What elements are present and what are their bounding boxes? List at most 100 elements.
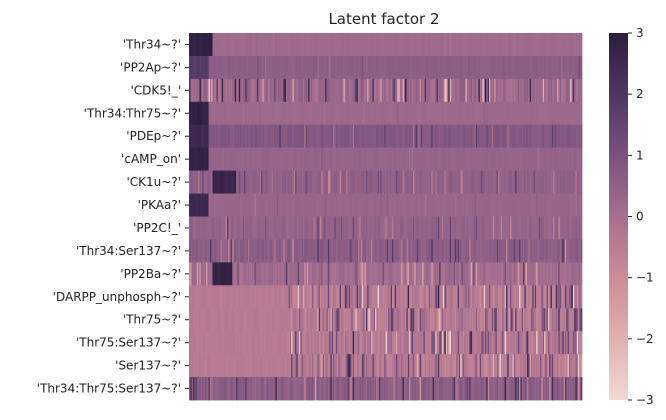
- heatmap-cell: [355, 193, 358, 217]
- heatmap-cell: [561, 55, 563, 80]
- heatmap-cell: [327, 193, 330, 217]
- heatmap-cell: [477, 33, 479, 57]
- heatmap-cell: [365, 78, 368, 103]
- heatmap-cell: [211, 124, 213, 149]
- heatmap-cell: [348, 331, 351, 355]
- heatmap-cell: [318, 377, 321, 401]
- heatmap-cell: [293, 377, 296, 401]
- heatmap-cell: [529, 124, 532, 149]
- heatmap-cell: [289, 78, 292, 103]
- heatmap-cell: [579, 193, 582, 217]
- heatmap-cell: [457, 354, 460, 378]
- heatmap-cell: [524, 354, 527, 378]
- heatmap-cell: [397, 377, 399, 401]
- heatmap-cell: [257, 262, 259, 286]
- heatmap-cell: [189, 33, 191, 57]
- heatmap-cell: [236, 78, 238, 103]
- heatmap-cell: [411, 55, 414, 80]
- heatmap-cell: [488, 308, 491, 332]
- heatmap-cell: [454, 170, 457, 194]
- heatmap-cell: [447, 285, 449, 309]
- heatmap-cell: [346, 262, 348, 286]
- heatmap-cell: [376, 331, 379, 355]
- heatmap-cell: [262, 285, 265, 309]
- heatmap-cell: [477, 262, 479, 286]
- heatmap-cell: [302, 262, 305, 286]
- heatmap-cell: [289, 193, 292, 217]
- heatmap-cell: [364, 147, 367, 172]
- heatmap-cell: [563, 78, 566, 103]
- heatmap-cell: [371, 193, 373, 217]
- heatmap-cell: [410, 308, 413, 332]
- heatmap-cell: [293, 239, 296, 263]
- heatmap-cell: [297, 285, 300, 309]
- heatmap-cell: [270, 285, 272, 309]
- heatmap-cell: [351, 239, 354, 263]
- heatmap-cell: [267, 55, 270, 80]
- heatmap-cell: [237, 124, 240, 149]
- heatmap-cell: [266, 170, 268, 194]
- heatmap-cell: [306, 78, 309, 103]
- heatmap-cell: [452, 331, 455, 355]
- heatmap-cell: [458, 78, 461, 103]
- heatmap-cell: [339, 124, 342, 149]
- heatmap-cell: [206, 216, 208, 240]
- heatmap-cell: [390, 124, 393, 149]
- heatmap-cell: [420, 331, 423, 355]
- heatmap-cell: [285, 262, 288, 286]
- heatmap-cell: [371, 101, 373, 126]
- heatmap-cell: [545, 78, 548, 103]
- heatmap-cell: [302, 78, 305, 103]
- heatmap-cell: [409, 262, 411, 286]
- heatmap-cell: [405, 216, 407, 240]
- heatmap-cell: [385, 147, 388, 172]
- heatmap-cell: [338, 308, 341, 332]
- heatmap-cell: [310, 308, 313, 332]
- heatmap-cell: [529, 239, 532, 263]
- heatmap-cell: [378, 239, 381, 263]
- heatmap-cell: [378, 377, 381, 401]
- heatmap-cell: [212, 285, 215, 309]
- heatmap-cell: [220, 354, 223, 378]
- heatmap-cell: [359, 147, 362, 172]
- heatmap-cell: [287, 193, 289, 217]
- heatmap-cell: [498, 262, 500, 286]
- heatmap-cell: [433, 239, 436, 263]
- heatmap-cell: [448, 78, 451, 103]
- heatmap-cell: [361, 285, 364, 309]
- heatmap-cell: [447, 170, 449, 194]
- heatmap-cell: [551, 124, 554, 149]
- heatmap-cell: [394, 101, 397, 126]
- heatmap-cell: [255, 331, 258, 355]
- heatmap-cell: [580, 331, 583, 355]
- heatmap-cell: [444, 101, 447, 126]
- heatmap-cell: [237, 147, 240, 172]
- heatmap-cell: [423, 262, 426, 286]
- heatmap-cell: [575, 101, 578, 126]
- heatmap-cell: [338, 55, 341, 80]
- heatmap-cell: [580, 193, 583, 217]
- heatmap-cell: [526, 285, 529, 309]
- heatmap-cell: [249, 354, 251, 378]
- heatmap-cell: [415, 262, 418, 286]
- heatmap-cell: [512, 262, 515, 286]
- heatmap-cell: [536, 239, 538, 263]
- heatmap-cell: [221, 33, 224, 57]
- heatmap-cell: [529, 193, 532, 217]
- heatmap-cell: [254, 239, 257, 263]
- heatmap-cell: [226, 193, 229, 217]
- heatmap-cell: [431, 377, 434, 401]
- heatmap-cell: [279, 55, 282, 80]
- heatmap-cell: [574, 331, 576, 355]
- heatmap-cell: [403, 101, 406, 126]
- heatmap-cell: [356, 147, 359, 172]
- heatmap-cell: [220, 308, 223, 332]
- heatmap-cell: [270, 354, 272, 378]
- heatmap-cell: [520, 78, 523, 103]
- heatmap-cell: [420, 147, 423, 172]
- heatmap-cell: [276, 124, 279, 149]
- heatmap-cell: [523, 262, 525, 286]
- heatmap-cell: [212, 147, 215, 172]
- heatmap-cell: [329, 239, 331, 263]
- heatmap-cell: [190, 331, 193, 355]
